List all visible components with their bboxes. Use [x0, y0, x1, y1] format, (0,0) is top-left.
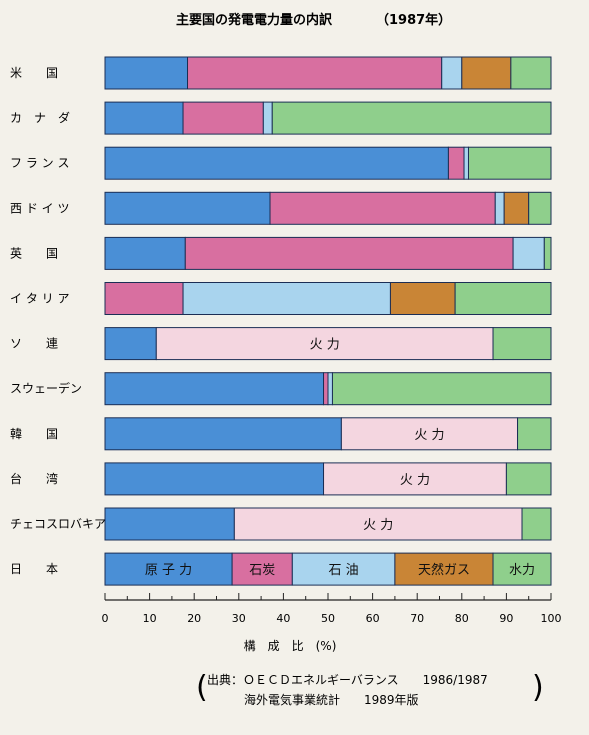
bar-segment: [182, 282, 391, 315]
bar-segment: [184, 236, 514, 270]
category-label: 台 湾: [10, 471, 58, 486]
bar-segment: [104, 552, 233, 586]
bar-segment: [454, 282, 552, 315]
x-tick-label: 90: [499, 612, 513, 625]
segment-label: 火 力: [400, 473, 430, 488]
x-tick-label: 0: [102, 612, 109, 625]
bar-segment: [505, 462, 552, 496]
category-label: カ ナ ダ: [10, 110, 70, 125]
segment-label: 火 力: [414, 428, 444, 443]
category-label: 日 本: [10, 562, 58, 576]
bar-segment: [291, 552, 396, 586]
x-tick-label: 100: [541, 612, 562, 625]
category-label: ソ 連: [10, 337, 58, 351]
bar-segment: [182, 101, 264, 135]
x-tick-label: 20: [187, 612, 201, 625]
bar-segment: [543, 236, 552, 270]
category-label: 米 国: [10, 66, 58, 80]
category-label: フ ラ ン ス: [10, 156, 69, 170]
bar-segment: [104, 417, 342, 451]
x-tick-label: 70: [410, 612, 424, 625]
bar-segment: [441, 56, 463, 90]
category-label: スウェーデン: [10, 381, 82, 396]
x-tick-label: 30: [232, 612, 246, 625]
bar-segment: [340, 417, 519, 451]
chart-subtitle: （1987年）: [376, 12, 451, 28]
bar-segment: [494, 191, 505, 225]
category-label: 韓 国: [10, 427, 58, 441]
source-left-paren: (: [196, 670, 208, 705]
bar-segment: [461, 56, 512, 90]
bar-segment: [394, 552, 494, 586]
category-label: 英 国: [10, 246, 58, 260]
bar-segment: [104, 282, 184, 315]
bar-segment: [323, 462, 507, 496]
bar-segment: [492, 327, 552, 361]
segment-label: 火 力: [310, 338, 340, 353]
x-tick-label: 60: [366, 612, 380, 625]
x-axis: 0 10 20 30 40 50 60 70 80 90 100: [102, 593, 562, 625]
x-tick-label: 80: [455, 612, 469, 625]
x-axis-label: 構 成 比 (%): [244, 639, 337, 653]
source-line-2: 海外電気事業統計 1989年版: [244, 692, 419, 707]
bar-segment: [104, 236, 186, 270]
bar-segment: [104, 462, 325, 496]
bar-segment: [104, 101, 184, 135]
bar-segment: [262, 101, 273, 135]
bar-segment: [104, 56, 189, 90]
bar-segment: [187, 56, 443, 90]
bar-segment: [521, 507, 552, 541]
bar-segment: [104, 507, 235, 541]
category-label: チェコスロバキア: [10, 517, 106, 531]
bar-segment: [269, 191, 496, 225]
source-line-1: 出典：ＯＥＣＤエネルギーバランス 1986/1987: [207, 673, 488, 687]
bar-segment: [463, 146, 469, 180]
bar-segment: [231, 552, 293, 586]
bar-segment: [327, 372, 333, 406]
bar-segment: [104, 191, 271, 225]
bar-segment: [492, 552, 552, 586]
bar-segment: [528, 191, 552, 225]
bar-segment: [503, 191, 530, 225]
segment-label: 天然ガス: [418, 562, 470, 578]
category-label: 西 ド イ ツ: [10, 201, 69, 215]
bar-segment: [104, 146, 449, 180]
bar-segment: [517, 417, 552, 451]
segment-label: 水力: [509, 563, 535, 578]
chart-title: 主要国の発電電力量の内訳: [176, 12, 333, 28]
source-right-paren: ): [532, 670, 544, 705]
category-label: イ タ リ ア: [10, 292, 69, 306]
x-tick-label: 10: [143, 612, 157, 625]
segment-label: 火 力: [363, 518, 393, 533]
bar-segment: [323, 372, 329, 406]
bar-segment: [104, 372, 325, 406]
bars-group: 米 国カ ナ ダフ ラ ン ス西 ド イ ツ英 国イ タ リ アソ 連火 力スウ…: [10, 56, 552, 586]
x-tick-label: 50: [321, 612, 335, 625]
bar-segment: [447, 146, 465, 180]
bar-segment: [331, 372, 552, 406]
bar-segment: [271, 101, 552, 135]
segment-label: 石 油: [329, 563, 359, 578]
bar-segment: [104, 327, 157, 361]
segment-label: 原 子 力: [145, 563, 192, 578]
bar-segment: [512, 236, 545, 270]
bar-segment: [155, 327, 494, 361]
bar-segment: [467, 146, 552, 180]
bar-segment: [389, 282, 456, 315]
x-tick-label: 40: [276, 612, 290, 625]
segment-label: 石炭: [249, 563, 275, 578]
bar-segment: [510, 56, 552, 90]
